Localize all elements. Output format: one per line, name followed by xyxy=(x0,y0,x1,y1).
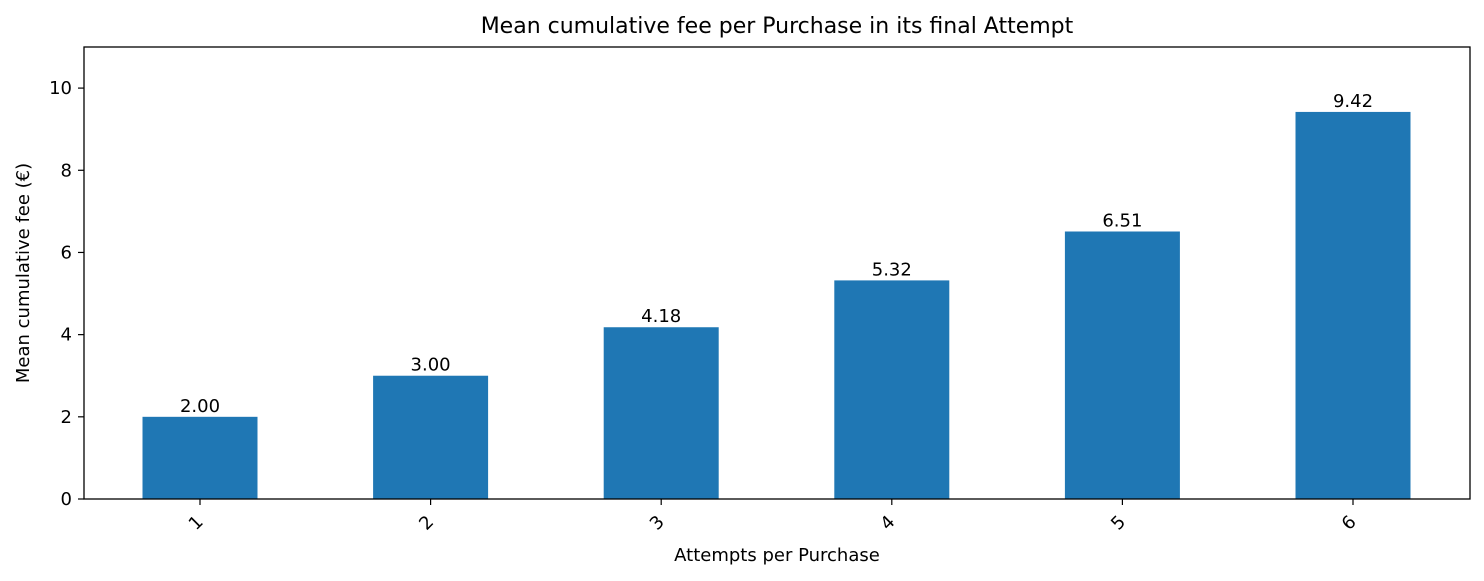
x-tick-label-4: 4 xyxy=(876,512,899,535)
bar-3 xyxy=(603,327,719,499)
data-label-6: 9.42 xyxy=(1333,91,1373,112)
x-tick-label-6: 6 xyxy=(1338,512,1361,535)
x-tick-label-1: 1 xyxy=(185,512,208,535)
data-labels-group: 2.00 3.00 4.18 5.32 6.51 9.42 xyxy=(180,91,1373,417)
y-tick-label-2: 2 xyxy=(61,407,72,428)
x-tick-label-2: 2 xyxy=(415,512,438,535)
x-axis: 1 2 3 4 5 6 xyxy=(185,499,1361,535)
plot-frame xyxy=(83,46,1471,500)
y-tick-label-6: 6 xyxy=(61,242,72,263)
bar-6 xyxy=(1295,111,1411,499)
bars-group xyxy=(142,111,1411,500)
x-axis-label: Attempts per Purchase xyxy=(674,545,880,566)
data-label-1: 2.00 xyxy=(180,396,220,417)
x-tick-label-3: 3 xyxy=(646,512,669,535)
chart-title: Mean cumulative fee per Purchase in its … xyxy=(481,14,1074,39)
data-label-2: 3.00 xyxy=(411,355,451,376)
bar-4 xyxy=(834,280,950,499)
data-label-5: 6.51 xyxy=(1102,210,1142,231)
y-tick-label-4: 4 xyxy=(61,325,72,346)
x-tick-label-5: 5 xyxy=(1107,512,1130,535)
y-axis: 0 2 4 6 8 10 xyxy=(49,78,84,510)
bar-5 xyxy=(1064,231,1180,500)
y-tick-label-10: 10 xyxy=(49,78,72,99)
y-tick-label-8: 8 xyxy=(61,160,72,181)
data-label-4: 5.32 xyxy=(872,259,912,280)
data-label-3: 4.18 xyxy=(641,306,681,327)
y-tick-label-0: 0 xyxy=(61,489,72,510)
y-axis-label: Mean cumulative fee (€) xyxy=(13,163,34,383)
bar-1 xyxy=(142,416,258,499)
bar-2 xyxy=(373,375,489,499)
